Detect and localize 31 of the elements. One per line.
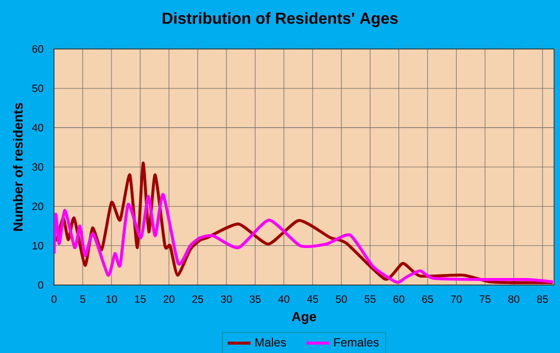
chart-title: Distribution of Residents' Ages — [162, 12, 398, 28]
legend-label: Females — [334, 338, 379, 347]
x-tick-label: 85 — [537, 295, 548, 303]
x-tick-label: 15 — [135, 295, 146, 303]
y-tick-label: 10 — [32, 242, 44, 250]
legend-label: Males — [255, 338, 286, 347]
x-tick-label: 40 — [278, 295, 290, 303]
x-tick-label: 45 — [306, 295, 318, 303]
y-tick-label: 50 — [32, 84, 44, 92]
y-tick-label: 0 — [38, 281, 44, 289]
x-tick-label: 65 — [422, 295, 434, 303]
x-tick-label: 55 — [364, 295, 376, 303]
x-tick-label: 5 — [80, 295, 86, 303]
x-tick-label: 70 — [450, 295, 462, 303]
x-tick-label: 75 — [480, 295, 490, 303]
x-tick-label: 50 — [336, 295, 347, 303]
x-tick-label: 20 — [164, 295, 174, 303]
y-axis-title: Number of residents — [12, 102, 23, 231]
x-tick-label: 10 — [106, 295, 117, 303]
x-tick-label: 35 — [250, 295, 261, 303]
x-tick-label: 80 — [508, 295, 520, 303]
y-tick-label: 20 — [32, 202, 44, 210]
x-axis-title: Age — [292, 312, 316, 324]
y-tick-label: 30 — [32, 163, 44, 171]
x-tick-label: 25 — [192, 295, 204, 303]
line-series — [54, 193, 554, 284]
y-tick-label: 40 — [32, 124, 44, 132]
x-tick-label: 60 — [393, 295, 404, 303]
x-tick-label: 30 — [220, 295, 232, 303]
x-tick-label: 0 — [51, 295, 57, 303]
y-tick-label: 60 — [32, 45, 44, 53]
